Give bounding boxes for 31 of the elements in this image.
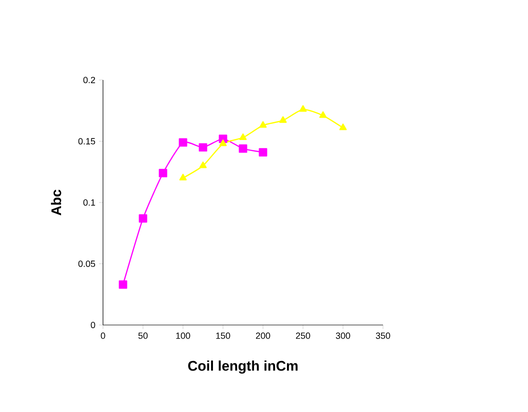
x-tick-label: 0 (100, 332, 106, 339)
point (118, 280, 128, 289)
point (258, 148, 268, 156)
y-axis-title: Abc (50, 190, 62, 216)
x-tick-label: 100 (176, 332, 190, 339)
point (319, 111, 327, 118)
point (239, 133, 247, 140)
point (238, 144, 248, 153)
y-tick-label: 0.2 (83, 76, 96, 84)
x-tick-label: 250 (296, 332, 310, 339)
point (279, 116, 287, 123)
point (179, 174, 187, 180)
y-tick-label: 0.15 (78, 138, 96, 144)
point (339, 124, 347, 130)
point (299, 105, 307, 112)
x-tick-label: 300 (336, 332, 350, 339)
point (198, 143, 208, 152)
y-tick-label: 0.05 (78, 260, 96, 267)
point (138, 214, 148, 223)
x-tick-label: 50 (138, 332, 148, 339)
x-tick-label: 200 (256, 332, 270, 339)
x-tick-label: 150 (216, 332, 230, 339)
x-tick-label: 350 (376, 332, 390, 339)
point (219, 140, 227, 146)
x-axis-title: Coil length inCm (188, 360, 298, 374)
y-tick-label: 0.1 (83, 199, 96, 206)
point (259, 121, 267, 128)
point (199, 162, 207, 168)
point (158, 168, 168, 178)
point (178, 138, 188, 147)
y-tick-label: 0 (90, 322, 96, 328)
